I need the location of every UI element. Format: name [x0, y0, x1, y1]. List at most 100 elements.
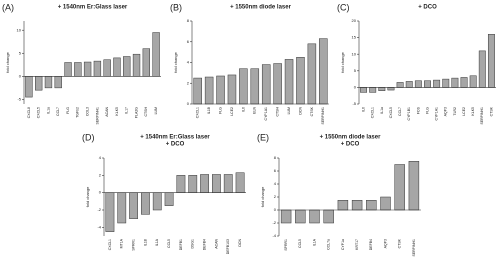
- y-tick-label: 10: [17, 27, 22, 32]
- bar: [309, 209, 320, 224]
- y-axis-label: fold change: [85, 186, 90, 207]
- bar: [296, 57, 305, 105]
- bar: [366, 200, 377, 211]
- bar: [487, 34, 495, 88]
- y-tick-label: 8: [187, 18, 190, 23]
- chart-title: + DCO: [341, 142, 360, 148]
- y-tick-label: 15: [352, 35, 357, 40]
- y-tick-label: 5: [19, 50, 22, 55]
- x-tick-label: CXCL1: [108, 239, 112, 250]
- bar: [387, 87, 395, 91]
- x-tick-label: CTSH: [276, 107, 280, 117]
- x-tick-label: IL1a: [46, 107, 50, 114]
- bar: [176, 175, 186, 193]
- y-tick-label: 5: [354, 68, 357, 73]
- bar: [152, 192, 162, 211]
- bar: [64, 62, 72, 77]
- bar: [380, 196, 391, 211]
- y-tick-label: 0: [274, 207, 277, 212]
- bar: [152, 32, 160, 77]
- bar: [54, 76, 62, 89]
- x-tick-label: LCE2: [462, 107, 466, 116]
- x-tick-label: CCL5: [167, 239, 171, 248]
- chart-title: + 1550nm diode laser: [230, 5, 292, 11]
- x-tick-label: SERPINH1: [412, 239, 416, 257]
- x-tick-label: AQP3: [383, 239, 387, 248]
- x-tick-label: LUM: [154, 107, 158, 114]
- bar: [25, 76, 33, 98]
- panel-label: (C): [337, 2, 350, 12]
- bar: [117, 192, 127, 224]
- bar: [323, 209, 334, 224]
- x-tick-label: PLA2G: [134, 107, 138, 119]
- x-tick-label: SERPINH1: [95, 107, 99, 125]
- x-tick-label: CXCL8: [27, 107, 31, 118]
- bar: [74, 62, 82, 77]
- x-tick-label: TLR2: [453, 107, 457, 116]
- bar: [93, 60, 102, 77]
- panel-label: (A): [2, 2, 14, 12]
- y-tick-label: -2: [97, 207, 101, 212]
- x-tick-label: ACAN: [214, 239, 218, 249]
- bar: [216, 75, 225, 105]
- x-tick-label: CTSK: [398, 238, 402, 248]
- x-tick-label: DEFB103: [226, 239, 230, 254]
- x-tick-label: CYP1A1: [435, 107, 439, 120]
- x-tick-label: CYP1B1: [407, 107, 411, 120]
- y-axis-label: fold change: [5, 51, 10, 72]
- x-tick-label: CCL7: [56, 107, 60, 116]
- x-tick-label: ELN: [253, 107, 257, 114]
- bar: [394, 164, 405, 211]
- bar: [35, 76, 43, 91]
- y-tick-label: -2: [272, 220, 276, 225]
- bar: [351, 200, 363, 211]
- y-axis-label: fold change: [340, 51, 345, 72]
- bar: [396, 82, 404, 88]
- bar: [44, 76, 53, 89]
- x-tick-label: IL17: [125, 107, 129, 114]
- bar: [284, 59, 294, 105]
- y-tick-label: 6: [187, 39, 190, 44]
- x-tick-label: CTSK: [310, 106, 314, 116]
- x-tick-label: DCN: [298, 107, 302, 115]
- bar: [469, 75, 477, 88]
- chart-title: + 1540nm Er:Glass laser: [140, 135, 210, 141]
- x-tick-label: COL3: [86, 107, 90, 116]
- bar: [142, 48, 150, 77]
- bar: [223, 174, 233, 193]
- y-tick-label: -5: [17, 96, 21, 101]
- x-tick-label: MT1A: [120, 238, 124, 248]
- bar: [295, 209, 306, 224]
- x-tick-label: FLG: [66, 107, 70, 114]
- bar: [378, 87, 386, 91]
- x-tick-label: FOS: [416, 106, 420, 114]
- bar: [433, 79, 441, 88]
- bar: [193, 77, 202, 105]
- y-tick-label: -5: [352, 101, 356, 106]
- y-tick-label: 4: [99, 155, 102, 160]
- x-tick-label: SPRR1: [284, 239, 288, 251]
- x-tick-label: DEFB4: [203, 239, 207, 250]
- x-tick-label: SERPINH1: [480, 107, 484, 125]
- bar: [105, 192, 115, 232]
- bar: [280, 209, 292, 224]
- y-tick-label: 10: [352, 51, 357, 56]
- x-tick-label: TGFb2: [76, 107, 80, 118]
- y-tick-label: 8: [274, 155, 277, 160]
- x-tick-label: CTSH: [144, 107, 148, 117]
- x-tick-label: SERPINH1: [321, 107, 325, 125]
- y-axis-label: fold change: [260, 186, 265, 207]
- bar: [307, 43, 317, 105]
- x-tick-label: CXCL1: [371, 107, 375, 118]
- bar: [261, 64, 271, 105]
- x-tick-label: AQP3: [444, 107, 448, 116]
- y-tick-label: 20: [352, 18, 357, 23]
- bar: [113, 57, 121, 77]
- chart-title: + DCO: [418, 5, 437, 11]
- x-tick-label: IL1B: [143, 238, 147, 246]
- bar: [164, 192, 174, 206]
- y-tick-label: 4: [187, 60, 190, 65]
- x-tick-label: IL6: [241, 107, 245, 112]
- bar: [369, 87, 377, 93]
